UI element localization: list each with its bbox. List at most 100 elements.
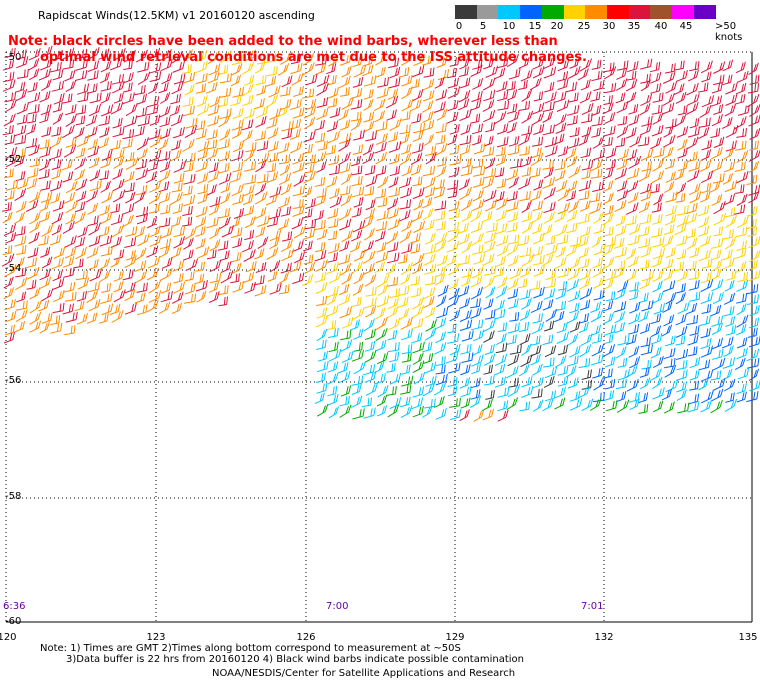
wind-barb xyxy=(376,132,388,145)
wind-barb xyxy=(712,357,726,371)
wind-barb xyxy=(241,83,254,97)
wind-barb xyxy=(448,287,460,300)
wind-barb xyxy=(520,289,531,300)
wind-barb xyxy=(566,210,578,222)
wind-barb xyxy=(110,101,124,115)
wind-barb xyxy=(532,313,543,324)
wind-barb xyxy=(460,165,473,177)
wind-barb xyxy=(437,69,450,81)
wind-barb xyxy=(433,382,447,396)
wind-barb xyxy=(605,159,616,170)
wind-barb xyxy=(640,377,651,390)
wind-barb xyxy=(674,60,685,71)
wind-barb xyxy=(195,205,208,218)
wind-barb xyxy=(711,279,724,292)
wind-barb xyxy=(638,168,652,182)
wind-barb xyxy=(557,187,571,202)
wind-barb xyxy=(447,323,457,334)
wind-barb xyxy=(87,47,100,60)
wind-barb xyxy=(749,140,759,151)
wind-barb xyxy=(400,53,413,66)
wind-barb xyxy=(483,364,493,375)
wind-barb xyxy=(160,58,173,72)
wind-barb xyxy=(401,328,413,341)
wind-barb xyxy=(448,263,460,276)
wind-barb xyxy=(350,99,363,110)
wind-barb xyxy=(314,392,325,405)
wind-barb xyxy=(28,68,40,81)
wind-barb xyxy=(461,330,474,342)
wind-barb xyxy=(410,275,421,286)
wind-barb xyxy=(99,71,110,84)
wind-barb xyxy=(15,300,28,311)
wind-barb xyxy=(351,155,361,167)
wind-barb xyxy=(577,68,589,81)
advisory-note-line-1: Note: black circles have been added to t… xyxy=(8,34,558,49)
wind-barb xyxy=(412,187,425,200)
wind-barb xyxy=(422,110,434,123)
wind-barb xyxy=(590,192,601,203)
wind-barb xyxy=(185,117,198,129)
wind-barb xyxy=(373,98,386,112)
wind-barb xyxy=(51,223,63,236)
wind-barb xyxy=(400,262,413,276)
wind-barb xyxy=(52,200,65,212)
wind-barb xyxy=(292,272,305,285)
wind-barb xyxy=(269,229,282,242)
wind-barb xyxy=(305,198,316,209)
wind-barb xyxy=(279,163,291,176)
wind-barb xyxy=(447,333,460,344)
wind-barb xyxy=(388,131,399,143)
wind-barb xyxy=(662,102,675,115)
wind-barb xyxy=(364,350,377,364)
wind-barb xyxy=(197,192,208,204)
wind-barb xyxy=(266,247,279,260)
wind-barb xyxy=(401,344,413,355)
wind-barb xyxy=(315,372,326,383)
wind-barb xyxy=(661,235,674,248)
wind-barb xyxy=(483,189,497,203)
wind-barb xyxy=(521,297,532,310)
wind-barb xyxy=(172,203,183,214)
wind-barb xyxy=(173,226,185,238)
wind-barb xyxy=(338,75,351,89)
colorbar-segment xyxy=(650,5,673,19)
wind-barb xyxy=(578,179,592,192)
wind-barb xyxy=(244,216,256,229)
wind-barb xyxy=(76,134,90,148)
wind-barb xyxy=(256,173,269,184)
wind-barb xyxy=(244,49,256,62)
wind-barb xyxy=(555,287,567,300)
wind-barb xyxy=(50,192,61,204)
wind-barb xyxy=(497,100,510,111)
wind-barb xyxy=(74,211,86,225)
wind-barb xyxy=(63,267,75,278)
wind-barb xyxy=(556,321,568,334)
wind-barb xyxy=(603,390,615,401)
wind-barb xyxy=(543,288,556,300)
wind-barb xyxy=(424,263,437,275)
wind-barb xyxy=(327,252,338,263)
wind-barb xyxy=(746,218,757,229)
wind-barb xyxy=(50,61,62,73)
wind-barb xyxy=(422,78,435,91)
wind-barb xyxy=(557,365,569,376)
wind-barb xyxy=(302,208,313,219)
wind-barb xyxy=(725,325,737,336)
wind-barb xyxy=(242,129,253,142)
colorbar-tick-label: 35 xyxy=(627,21,641,32)
wind-barb xyxy=(711,268,722,281)
wind-barb xyxy=(365,383,378,396)
wind-barb xyxy=(446,254,457,266)
wind-barb xyxy=(365,286,377,297)
wind-barb xyxy=(281,231,293,242)
wind-barb xyxy=(87,70,99,81)
wind-barb xyxy=(184,152,196,163)
wind-barb xyxy=(470,298,481,309)
wind-barb xyxy=(161,282,172,294)
wind-barb xyxy=(676,269,689,282)
wind-barb xyxy=(470,275,483,288)
wind-barb xyxy=(387,404,400,418)
wind-barb xyxy=(87,281,100,293)
wind-barb xyxy=(723,345,734,358)
